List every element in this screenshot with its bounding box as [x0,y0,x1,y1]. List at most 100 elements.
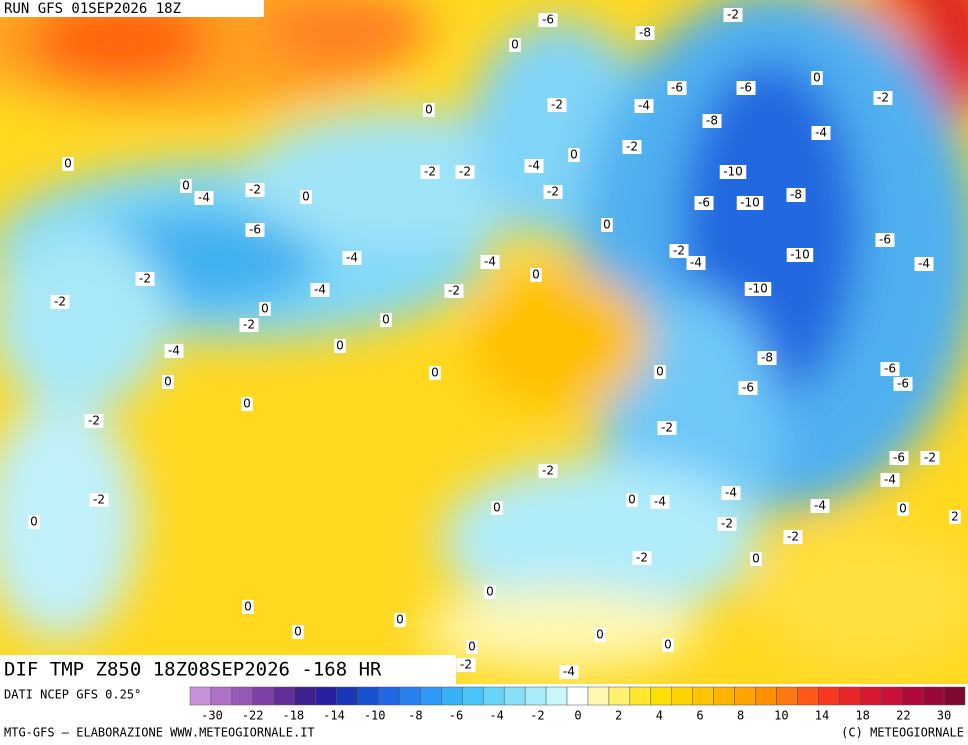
contour-label: 0 [302,190,310,204]
label-box [721,486,741,500]
contour-label: 0 [261,302,269,316]
contour-label: -2 [88,414,100,428]
contour-label: -4 [690,256,702,270]
credit-right: (C) METEOGIORNALE [841,726,964,740]
contour-label: 0 [493,501,501,515]
contour-label: 0 [813,71,821,85]
contour-label: -4 [528,159,540,173]
contour-label: -4 [638,99,650,113]
contour-label: 0 [382,313,390,327]
label-box [738,381,758,395]
colorbar-label: -22 [242,709,264,723]
contour-label: 0 [182,179,190,193]
contour-label: -2 [661,421,673,435]
contour-label: -6 [742,381,754,395]
colorbar-swatch [357,686,379,706]
source-text: DATI NCEP GFS 0.25° [4,688,141,702]
colorbar-swatch [797,686,819,706]
contour-label: -8 [790,188,802,202]
label-box [786,188,806,202]
contour-label: -4 [918,257,930,271]
colorbar-swatch [545,686,568,706]
label-box [757,351,777,365]
label-box [194,191,214,205]
colorbar-swatch [210,686,233,706]
label-box [28,515,40,529]
colorbar-swatch [189,686,212,706]
label-box [626,493,638,507]
contour-label: 0 [532,268,540,282]
label-box [259,302,271,316]
label-box [783,530,803,544]
contour-label: 0 [244,600,252,614]
label-box [538,464,558,478]
label-box [662,638,674,652]
contour-label: -2 [551,98,563,112]
colorbar-swatch [524,686,547,706]
label-box [559,665,579,679]
label-box [622,140,642,154]
colorbar-label: 22 [896,709,910,723]
label-box [786,248,814,262]
label-box [667,81,687,95]
field-box [0,655,456,684]
colorbar-label: -2 [530,709,544,723]
label-box [717,517,737,531]
label-box [601,218,613,232]
colorbar-swatch [650,686,673,706]
label-box [811,126,831,140]
label-box [875,233,895,247]
colorbar-swatch [482,686,505,706]
contour-label: 0 [468,640,476,654]
colorbar-label: 4 [656,709,663,723]
colorbar-swatch [880,686,903,706]
colorbar-swatch [608,686,631,706]
label-box [429,366,441,380]
contour-label: -2 [448,284,460,298]
label-box [654,365,666,379]
label-box [914,257,934,271]
contour-label: -2 [249,183,261,197]
colorbar-label: -18 [282,709,304,723]
contour-label: 0 [164,375,172,389]
label-box [873,91,893,105]
colorbar-label: 14 [815,709,829,723]
label-box [669,244,689,258]
label-box [694,196,714,210]
label-box [466,640,478,654]
colorbar-label: -6 [449,709,463,723]
contour-label: -2 [542,464,554,478]
label-box [423,103,435,117]
contour-label: -6 [740,81,752,95]
contour-label: 0 [899,502,907,516]
contour-label: -10 [748,282,768,296]
contour-label: -8 [761,351,773,365]
label-box [245,183,265,197]
contour-label: 0 [294,625,302,639]
label-box [634,99,654,113]
colorbar-label: 6 [696,709,703,723]
colorbar-label: 8 [737,709,744,723]
label-box [241,397,253,411]
contour-label: 0 [603,218,611,232]
colorbar-swatch [713,686,735,706]
contour-label: 0 [596,628,604,642]
contour-label: 0 [30,515,38,529]
label-box [334,339,346,353]
colorbar-swatch [252,686,275,706]
contour-label: -6 [884,362,896,376]
label-box [880,473,900,487]
colorbar-label: -14 [323,709,345,723]
label-box [538,13,558,27]
colorbar-swatch [922,686,945,706]
contour-label: -2 [636,551,648,565]
contour-label: -4 [654,495,666,509]
label-box [657,421,677,435]
label-box [594,628,606,642]
label-box [810,499,830,513]
colorbar-swatch [294,686,316,706]
colorbar-label: 18 [855,709,869,723]
contour-label: 0 [336,339,344,353]
label-box [880,362,900,376]
label-box [455,165,475,179]
